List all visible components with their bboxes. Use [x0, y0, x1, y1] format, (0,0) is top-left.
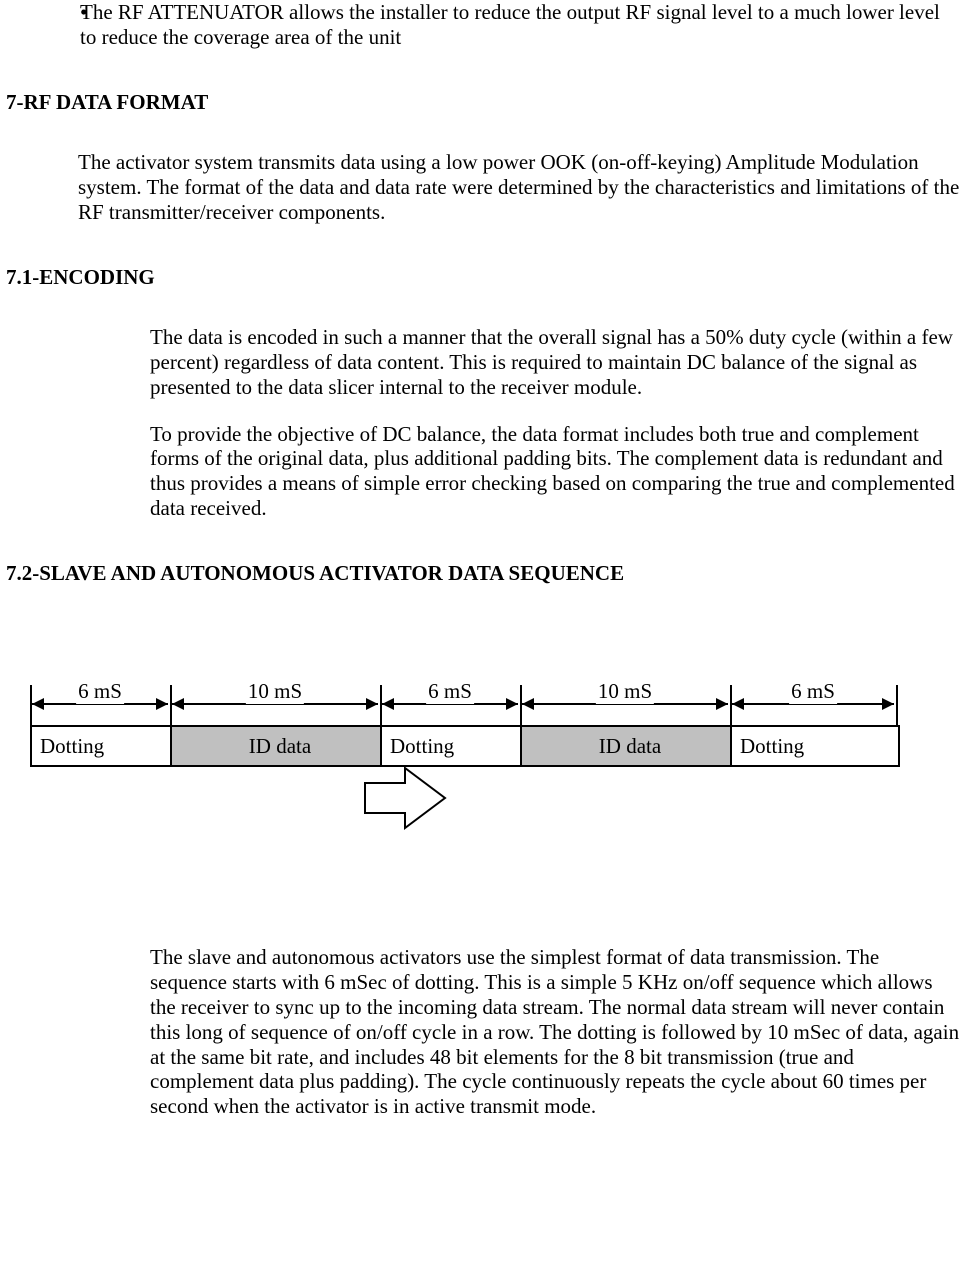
sequence-block: Dotting: [32, 727, 172, 765]
section-7-heading: 7-RF DATA FORMAT: [0, 90, 971, 115]
section-7-1-para-2: To provide the objective of DC balance, …: [0, 422, 971, 521]
section-7-para: The activator system transmits data usin…: [0, 150, 971, 224]
tick-mark: [896, 685, 898, 725]
sequence-block: ID data: [522, 727, 732, 765]
section-7-2-heading: 7.2-SLAVE AND AUTONOMOUS ACTIVATOR DATA …: [0, 561, 971, 586]
sequence-block: Dotting: [382, 727, 522, 765]
timing-label: 6 mS: [789, 679, 837, 704]
section-7-2-para: The slave and autonomous activators use …: [0, 945, 971, 1118]
block-row: DottingID dataDottingID dataDotting: [30, 725, 900, 767]
page: • The RF ATTENUATOR allows the installer…: [0, 0, 971, 1119]
timing-label: 6 mS: [76, 679, 124, 704]
continuation-arrow-icon: [360, 763, 450, 833]
timing-label: 10 mS: [246, 679, 304, 704]
section-7-1-heading: 7.1-ENCODING: [0, 265, 971, 290]
bullet-text: The RF ATTENUATOR allows the installer t…: [80, 0, 971, 50]
timing-label: 10 mS: [596, 679, 654, 704]
sequence-block: Dotting: [732, 727, 898, 765]
data-sequence-diagram: 6 mS10 mS6 mS10 mS6 mS DottingID dataDot…: [30, 685, 930, 935]
timing-arrows-row: 6 mS10 mS6 mS10 mS6 mS: [30, 685, 900, 725]
section-7-1-para-1: The data is encoded in such a manner tha…: [0, 325, 971, 399]
bullet-marker: •: [0, 0, 80, 50]
bullet-item: • The RF ATTENUATOR allows the installer…: [0, 0, 971, 50]
sequence-block: ID data: [172, 727, 382, 765]
timing-label: 6 mS: [426, 679, 474, 704]
